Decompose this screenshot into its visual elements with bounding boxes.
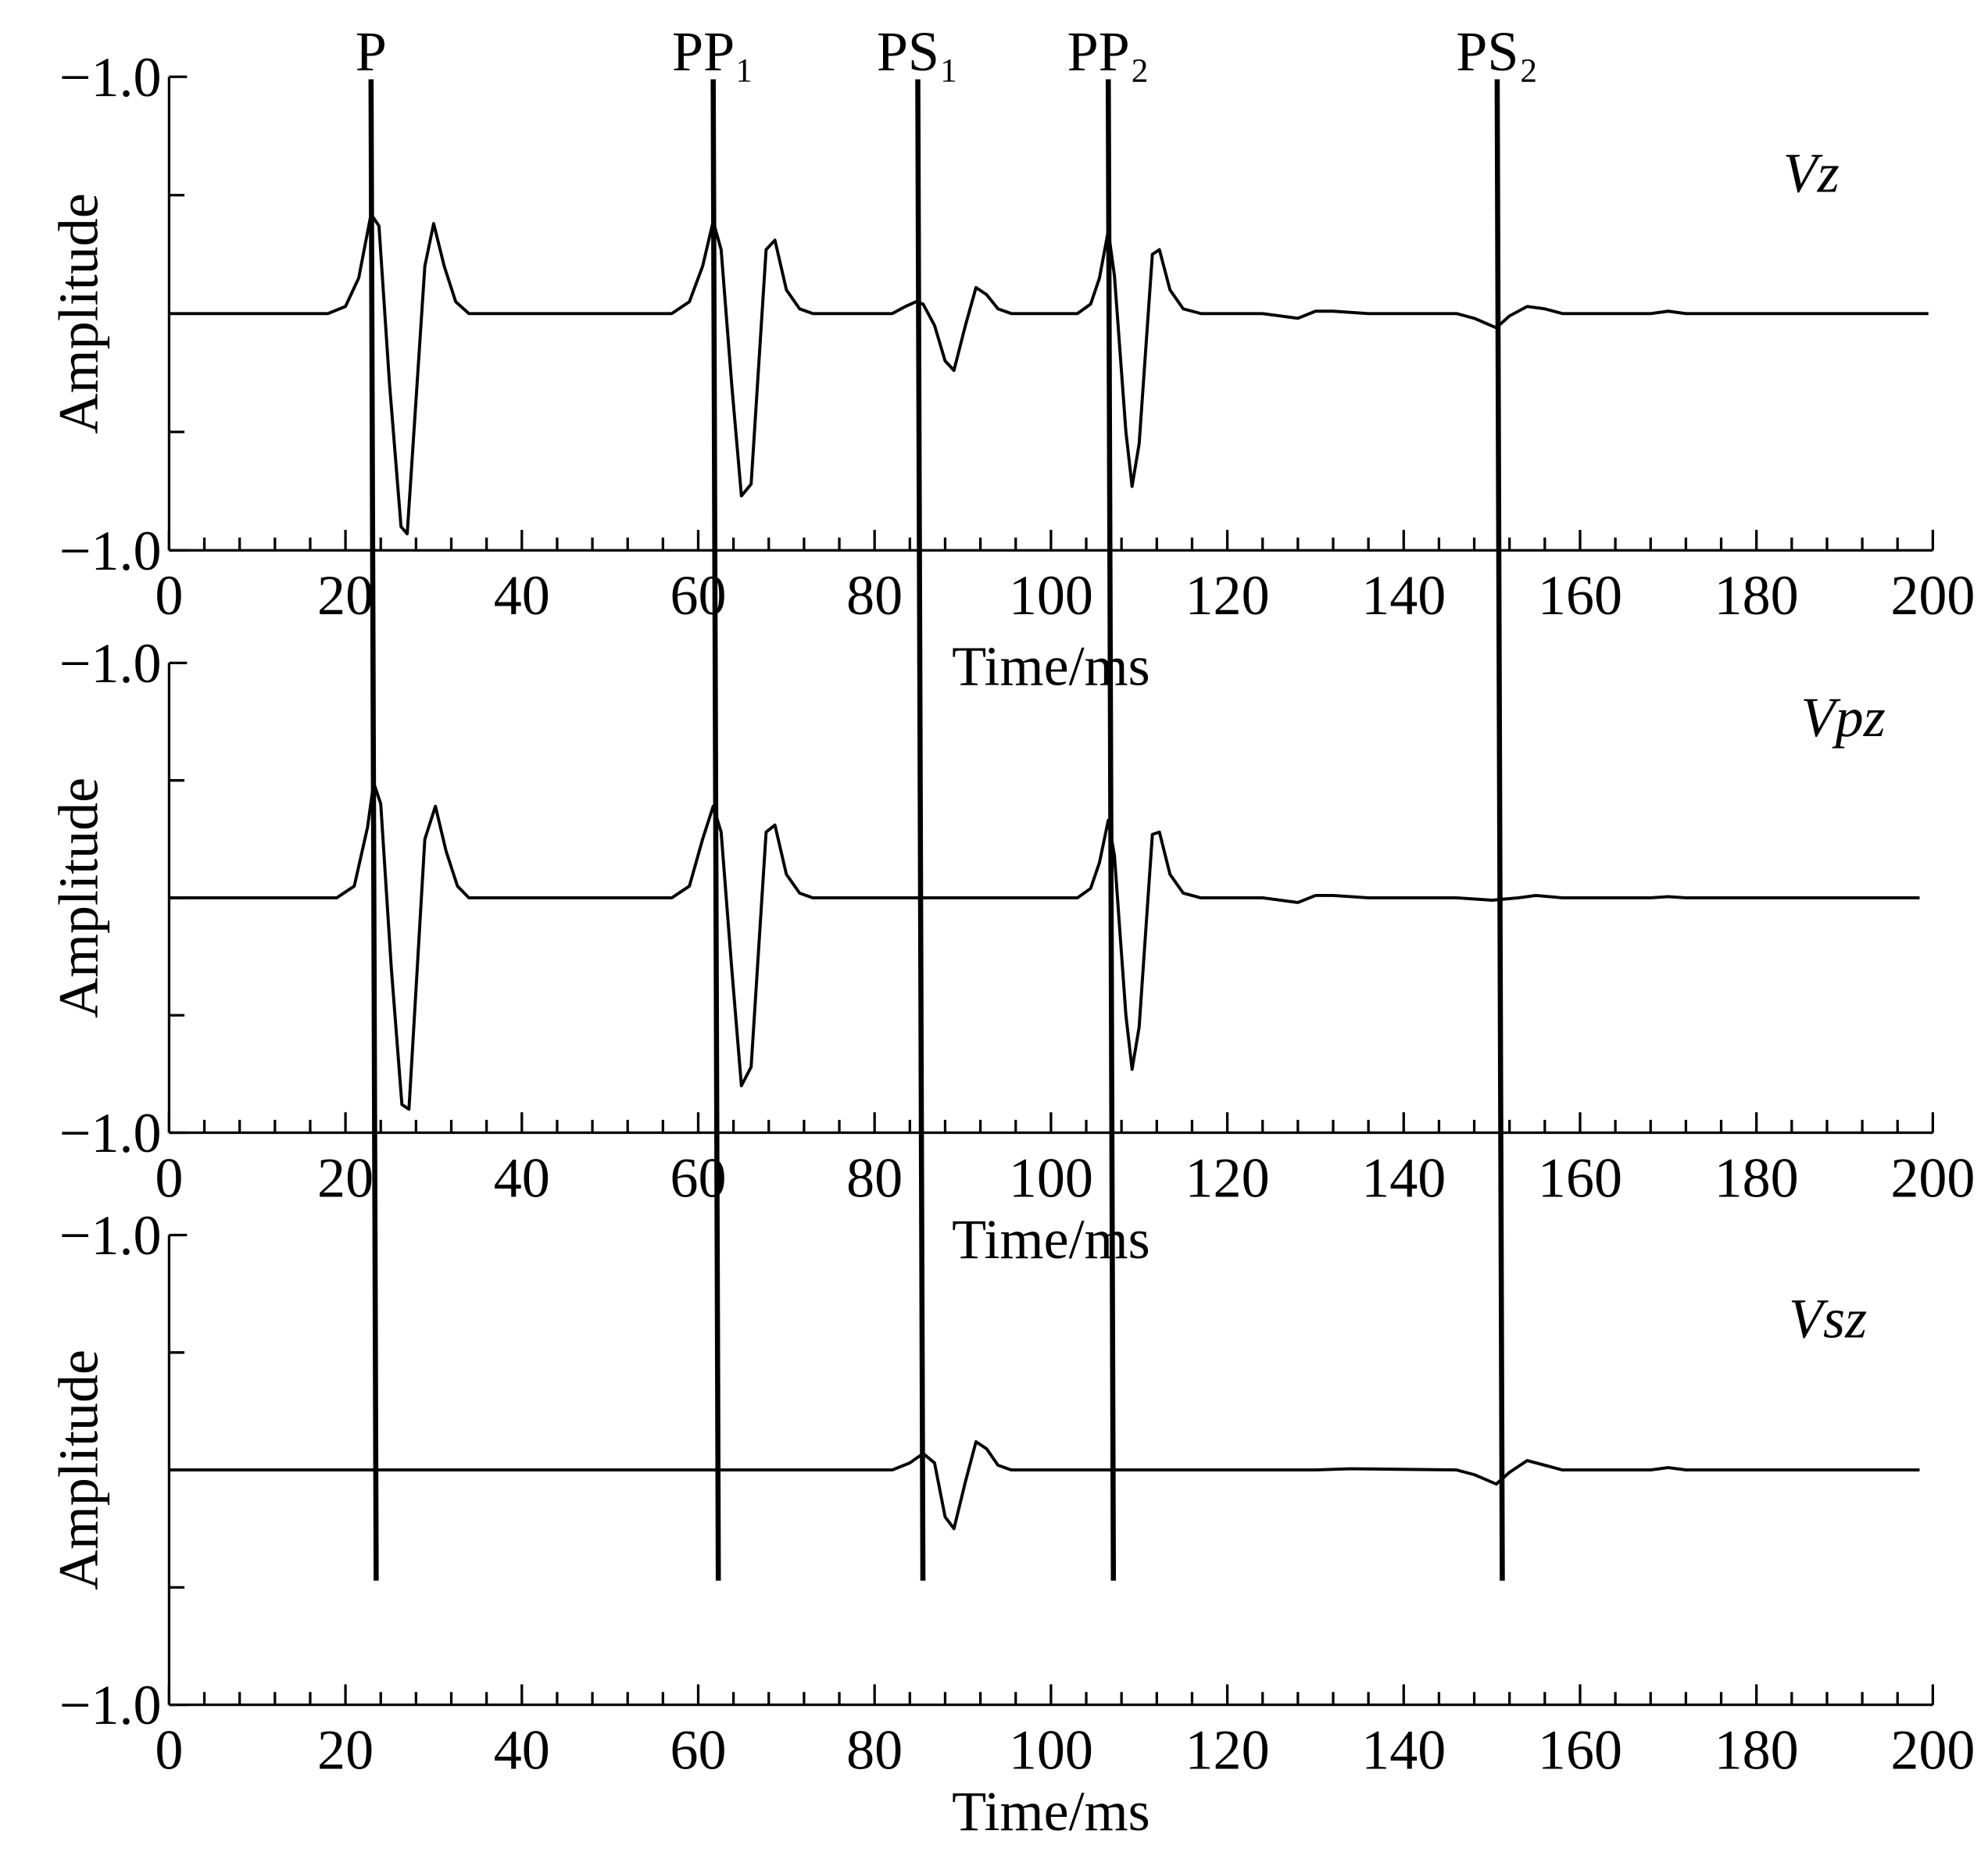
x-tick-label: 40 <box>494 1146 550 1209</box>
trace <box>169 781 1920 1111</box>
y-tick-label: −1.0 <box>59 632 162 695</box>
series-label: Vsz <box>1789 1288 1867 1350</box>
phase-label: PP₂ <box>1067 20 1150 83</box>
x-tick-label: 200 <box>1890 1146 1975 1209</box>
x-tick-label: 160 <box>1538 1146 1622 1209</box>
series-label: Vpz <box>1801 686 1886 749</box>
x-tick-label: 0 <box>155 1146 183 1209</box>
x-tick-label: 20 <box>317 1146 374 1209</box>
series-label: Vz <box>1783 142 1840 205</box>
x-tick-label: 200 <box>1890 1719 1975 1782</box>
x-tick-label: 0 <box>155 1719 183 1782</box>
x-tick-label: 60 <box>670 1719 726 1782</box>
x-axis-label: Time/ms <box>952 1208 1150 1271</box>
y-tick-label: −1.0 <box>59 1674 162 1736</box>
y-tick-label: −1.0 <box>59 1102 162 1164</box>
x-tick-label: 0 <box>155 564 183 627</box>
x-axis-label: Time/ms <box>952 1780 1150 1843</box>
x-tick-label: 120 <box>1185 564 1270 627</box>
y-tick-label: −1.0 <box>59 1204 162 1267</box>
x-tick-label: 100 <box>1009 1719 1093 1782</box>
x-tick-label: 140 <box>1361 564 1446 627</box>
x-axis-label: Time/ms <box>952 635 1150 697</box>
x-tick-label: 40 <box>494 1719 550 1782</box>
trace <box>169 1440 1920 1531</box>
y-tick-label: −1.0 <box>59 46 162 109</box>
x-tick-label: 80 <box>846 1146 903 1209</box>
x-tick-label: 140 <box>1361 1146 1446 1209</box>
x-tick-label: 120 <box>1185 1146 1270 1209</box>
y-axis-label: Amplitude <box>48 193 110 434</box>
phase-marker <box>710 79 721 1581</box>
x-tick-label: 140 <box>1361 1719 1446 1782</box>
x-tick-label: 80 <box>846 564 903 627</box>
x-tick-label: 20 <box>317 1719 374 1782</box>
y-axis-label: Amplitude <box>48 1350 110 1590</box>
x-tick-label: 180 <box>1714 1146 1799 1209</box>
x-tick-label: 180 <box>1714 1719 1799 1782</box>
phase-marker <box>1494 79 1505 1581</box>
phase-label: PS₂ <box>1456 20 1538 83</box>
phase-marker <box>368 79 379 1581</box>
x-tick-label: 100 <box>1009 564 1093 627</box>
x-tick-label: 180 <box>1714 564 1799 627</box>
phase-label: PP₁ <box>672 20 754 83</box>
x-tick-label: 100 <box>1009 1146 1093 1209</box>
x-tick-label: 80 <box>846 1719 903 1782</box>
phase-label: PS₁ <box>877 20 959 83</box>
x-tick-label: 20 <box>317 564 374 627</box>
phase-marker <box>915 79 926 1581</box>
trace <box>169 213 1929 536</box>
y-axis-label: Amplitude <box>48 778 110 1018</box>
x-tick-label: 160 <box>1538 564 1622 627</box>
y-tick-label: −1.0 <box>59 520 162 582</box>
x-tick-label: 60 <box>670 564 726 627</box>
x-tick-label: 200 <box>1890 564 1975 627</box>
x-tick-label: 160 <box>1538 1719 1622 1782</box>
x-tick-label: 120 <box>1185 1719 1270 1782</box>
phase-label: P <box>356 20 387 83</box>
x-tick-label: 40 <box>494 564 550 627</box>
phase-marker <box>1105 79 1117 1581</box>
